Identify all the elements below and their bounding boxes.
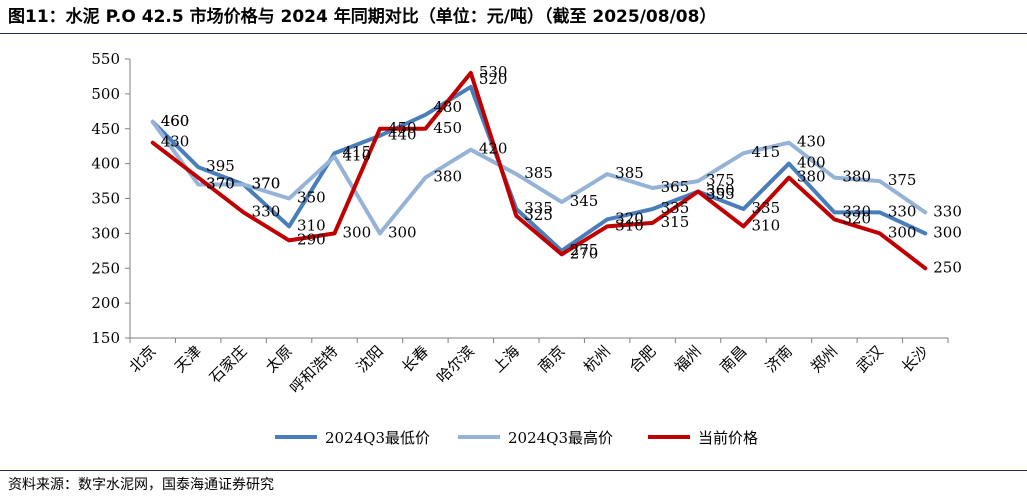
data-label: 460 — [161, 112, 190, 130]
data-label: 380 — [842, 168, 871, 186]
data-label: 330 — [933, 202, 962, 220]
x-tick-label: 南昌 — [716, 342, 750, 376]
data-label: 325 — [524, 206, 553, 224]
data-label: 355 — [706, 185, 735, 203]
chart-legend: 2024Q3最低价 2024Q3最高价 当前价格 — [275, 429, 758, 447]
data-label: 335 — [661, 199, 690, 217]
data-label: 385 — [524, 164, 553, 182]
data-label: 450 — [388, 119, 417, 137]
data-label: 440 — [388, 126, 417, 144]
data-label: 350 — [297, 189, 326, 207]
source-note: 资料来源：数字水泥网，国泰海通证券研究 — [8, 477, 274, 493]
y-tick-label: 550 — [91, 50, 120, 68]
y-tick-label: 400 — [91, 155, 120, 173]
y-tick-label: 350 — [91, 190, 120, 208]
data-label: 360 — [706, 182, 735, 200]
data-label: 300 — [388, 223, 417, 241]
legend-label: 2024Q3最高价 — [508, 429, 613, 447]
data-label: 415 — [343, 143, 372, 161]
page-title: 图11：水泥 P.O 42.5 市场价格与 2024 年同期对比（单位：元/吨）… — [8, 7, 717, 27]
data-label: 370 — [206, 175, 235, 193]
data-label: 315 — [661, 213, 690, 231]
y-tick-label: 450 — [91, 120, 120, 138]
title-divider — [0, 33, 1027, 34]
data-label: 370 — [206, 175, 235, 193]
y-tick-label: 200 — [91, 294, 120, 312]
data-label: 375 — [706, 171, 735, 189]
x-tick-label: 上海 — [489, 342, 523, 376]
series-line — [150, 70, 928, 271]
data-label: 420 — [479, 140, 508, 158]
data-label: 335 — [524, 199, 553, 217]
x-tick-label: 长春 — [398, 342, 432, 376]
x-tick-label: 武汉 — [853, 342, 887, 376]
x-tick-label: 哈尔滨 — [433, 342, 478, 387]
y-tick-label: 500 — [91, 85, 120, 103]
x-tick-label: 杭州 — [580, 342, 614, 376]
chart-axes: 150 200 250 300 350 400 450 500 550 北京 天津 石家庄 太原呼和浩特… — [91, 50, 949, 397]
x-tick-label: 济南 — [762, 342, 796, 376]
x-tick-label: 石家庄 — [206, 342, 251, 387]
data-label: 410 — [343, 147, 372, 165]
data-label: 460 — [161, 112, 190, 130]
y-tick-label: 150 — [91, 329, 120, 347]
x-tick-label: 沈阳 — [353, 342, 387, 376]
chart-series-lines — [150, 70, 928, 271]
data-label: 380 — [433, 168, 462, 186]
data-label: 300 — [343, 223, 372, 241]
data-label: 385 — [615, 164, 644, 182]
legend-label: 2024Q3最低价 — [325, 429, 430, 447]
data-label: 330 — [888, 202, 917, 220]
data-label: 530 — [479, 63, 508, 81]
data-label: 275 — [570, 241, 599, 259]
data-label: 450 — [433, 119, 462, 137]
x-tick-label: 福州 — [671, 342, 705, 376]
data-label: 415 — [752, 143, 781, 161]
data-label: 250 — [933, 258, 962, 276]
data-label: 335 — [752, 199, 781, 217]
x-tick-label: 太原 — [262, 342, 296, 376]
data-label: 330 — [252, 202, 281, 220]
data-label: 480 — [433, 98, 462, 116]
data-label: 380 — [797, 168, 826, 186]
x-tick-label: 北京 — [126, 342, 160, 376]
data-label: 300 — [888, 223, 917, 241]
price-line-chart: 150 200 250 300 350 400 450 500 550 北京 天津 石家庄 太原呼和浩特… — [91, 50, 962, 447]
data-label: 395 — [206, 157, 235, 175]
data-label: 520 — [479, 70, 508, 88]
data-label: 430 — [161, 133, 190, 151]
data-label: 300 — [933, 223, 962, 241]
footer-divider — [0, 470, 1027, 471]
x-tick-label: 天津 — [171, 342, 205, 376]
data-label: 370 — [252, 175, 281, 193]
data-label: 320 — [615, 209, 644, 227]
series-line — [150, 84, 928, 253]
data-label: 310 — [752, 216, 781, 234]
y-tick-label: 300 — [91, 224, 120, 242]
x-tick-label: 呼和浩特 — [286, 342, 341, 397]
data-label: 345 — [570, 192, 599, 210]
data-label: 330 — [842, 202, 871, 220]
data-label: 370 — [252, 175, 281, 193]
data-label: 310 — [615, 216, 644, 234]
data-label: 310 — [297, 216, 326, 234]
data-label: 375 — [888, 171, 917, 189]
x-tick-label: 长沙 — [898, 342, 932, 376]
legend-label: 当前价格 — [698, 429, 758, 447]
y-tick-label: 250 — [91, 259, 120, 277]
x-tick-label: 南京 — [535, 342, 569, 376]
x-tick-label: 合肥 — [625, 342, 659, 376]
x-tick-label: 郑州 — [807, 342, 841, 376]
data-label: 365 — [661, 178, 690, 196]
data-label: 290 — [297, 230, 326, 248]
data-label: 400 — [797, 154, 826, 172]
data-label: 320 — [842, 209, 871, 227]
series-line — [150, 119, 928, 236]
data-label: 430 — [797, 133, 826, 151]
data-label: 270 — [570, 244, 599, 262]
